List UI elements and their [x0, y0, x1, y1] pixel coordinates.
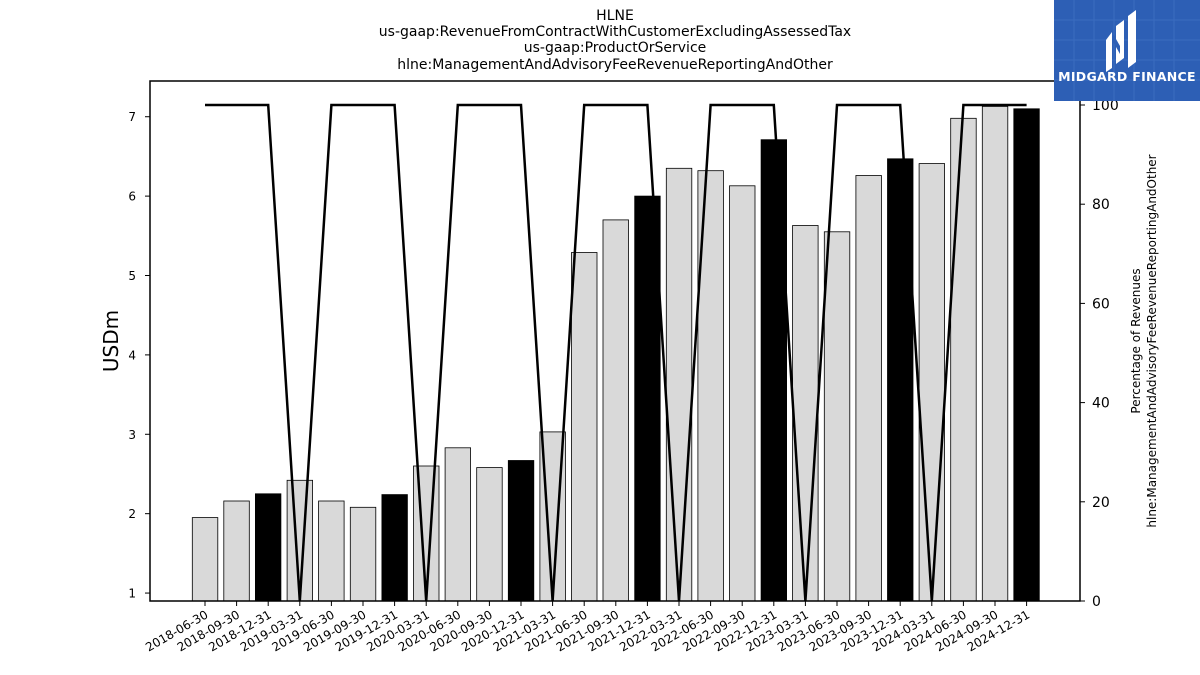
- title-line-1: HLNE: [596, 8, 634, 24]
- bar-2019-06-30: [318, 500, 345, 602]
- x-tick-labels: 2018-06-302018-09-302018-12-312019-03-31…: [143, 601, 1032, 654]
- plot-frame: [149, 80, 1081, 602]
- bar-2022-12-31: [760, 139, 787, 602]
- bar-2018-09-30: [223, 500, 250, 602]
- midgard-m-icon: [1106, 10, 1136, 72]
- y2-tick-label: 100: [1092, 98, 1119, 114]
- bar-2021-06-30: [571, 252, 598, 602]
- y2-axis-label-line-1: Percentage of Revenues: [1129, 268, 1143, 413]
- y-tick-label: 6: [128, 190, 136, 204]
- bars-group: [191, 106, 1040, 602]
- y-tick-label: 7: [128, 110, 136, 124]
- bar-2020-09-30: [476, 467, 503, 602]
- bar-2023-03-31: [792, 225, 819, 602]
- bar-2020-03-31: [413, 465, 440, 602]
- line-group: [205, 103, 1027, 602]
- y-tick-label: 1: [128, 587, 136, 601]
- bar-2019-12-31: [381, 494, 408, 602]
- bar-2020-06-30: [444, 447, 472, 602]
- logo-background-grid: [1054, 0, 1200, 101]
- y2-tick-label: 20: [1092, 495, 1110, 511]
- y2-tick-label: 60: [1092, 296, 1110, 312]
- y2-tick-label: 0: [1092, 594, 1101, 610]
- bar-2024-12-31: [1013, 108, 1040, 602]
- y2-tick-label: 80: [1092, 197, 1110, 213]
- axes-group: [149, 80, 1081, 602]
- bar-2023-09-30: [855, 175, 882, 602]
- title-line-4: hlne:ManagementAndAdvisoryFeeRevenueRepo…: [397, 57, 833, 73]
- title-line-3: us-gaap:ProductOrService: [523, 40, 707, 56]
- bar-2018-12-31: [254, 493, 282, 602]
- bar-2020-12-31: [507, 460, 535, 602]
- y-tick-label: 3: [128, 428, 136, 442]
- y2-axis-label-line-2: hlne:ManagementAndAdvisoryFeeRevenueRepo…: [1145, 154, 1159, 527]
- y-tick-label: 2: [128, 507, 136, 521]
- bar-2022-09-30: [729, 185, 756, 602]
- bar-2024-03-31: [918, 163, 945, 602]
- title-line-2: us-gaap:RevenueFromContractWithCustomerE…: [378, 24, 852, 40]
- bar-2024-06-30: [950, 117, 977, 602]
- y2-tick-label: 40: [1092, 396, 1110, 412]
- y-tick-label: 5: [128, 269, 136, 283]
- y-tick-label: 4: [128, 348, 136, 362]
- bar-2021-09-30: [602, 219, 629, 602]
- percentage-line: [205, 103, 1027, 602]
- y2-tick-labels: 0 20 40 60 80 100: [1080, 98, 1119, 610]
- y-tick-labels: 1 2 3 4 5 6 7: [128, 110, 150, 601]
- y-axis-label: USDm: [99, 310, 123, 372]
- bar-2021-12-31: [634, 195, 661, 602]
- bar-2024-09-30: [981, 106, 1009, 602]
- bar-2019-09-30: [349, 506, 377, 602]
- bar-2018-06-30: [191, 517, 219, 602]
- bar-2023-06-30: [823, 231, 851, 602]
- bar-2023-12-31: [887, 158, 914, 602]
- bar-2022-03-31: [665, 167, 693, 602]
- logo-text: MIDGARD FINANCE: [1058, 69, 1196, 84]
- midgard-finance-logo: MIDGARD FINANCE: [1054, 0, 1200, 101]
